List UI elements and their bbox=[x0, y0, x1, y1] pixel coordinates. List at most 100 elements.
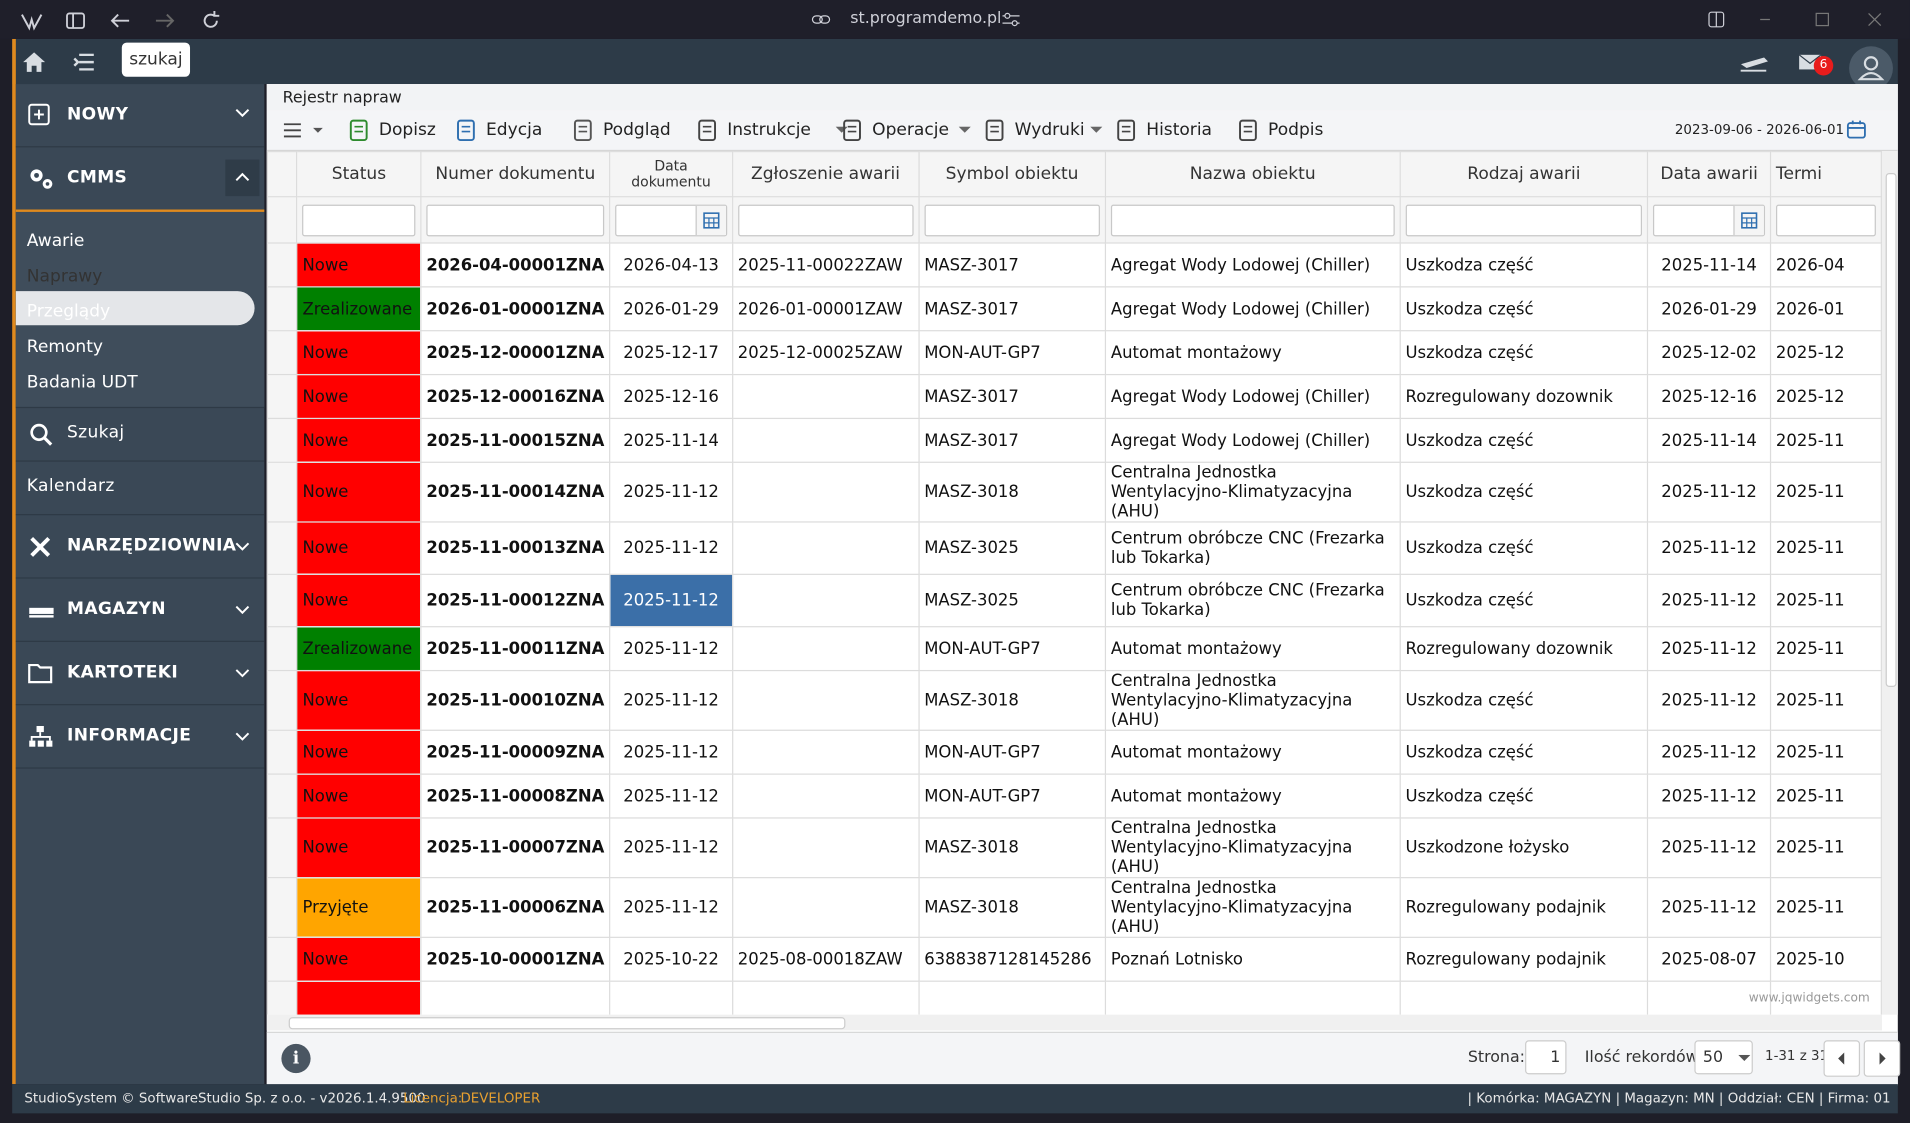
cell[interactable]: 2026-01-00001ZNA bbox=[420, 286, 611, 332]
cell[interactable]: Poznań Lotnisko bbox=[1104, 936, 1401, 982]
cell[interactable]: 2025-11-00012ZNA bbox=[420, 573, 611, 628]
filter-input[interactable] bbox=[615, 204, 727, 236]
cell[interactable]: 2025-11-12 bbox=[1647, 669, 1772, 731]
cell[interactable]: 2025-11-12 bbox=[1647, 573, 1772, 628]
status-cell[interactable]: Nowe bbox=[296, 521, 422, 575]
cell[interactable] bbox=[731, 521, 920, 575]
cell[interactable]: 2025-11 bbox=[1769, 669, 1882, 731]
cell[interactable]: Uszkodza część bbox=[1399, 242, 1649, 288]
cell[interactable]: 2026-04-13 bbox=[609, 242, 733, 288]
data-row[interactable]: Nowe 2025-11-00007ZNA 2025-11-12 MASZ-3018 C… bbox=[266, 817, 1882, 879]
cell[interactable] bbox=[731, 729, 920, 775]
status-cell[interactable]: Nowe bbox=[296, 242, 422, 288]
cell[interactable]: Uszkodzone łożysko bbox=[1399, 817, 1649, 879]
horizontal-scrollbar[interactable] bbox=[266, 1014, 1882, 1031]
status-cell[interactable]: Nowe bbox=[296, 373, 422, 420]
vertical-scrollbar[interactable] bbox=[1881, 151, 1898, 1015]
filter-input[interactable] bbox=[737, 204, 914, 236]
cell[interactable]: 2025-11-12 bbox=[609, 461, 733, 523]
cell[interactable]: 2026-01-00001ZAW bbox=[731, 286, 920, 332]
data-row[interactable]: Nowe 2025-11-00010ZNA 2025-11-12 MASZ-3018 C… bbox=[266, 669, 1882, 731]
calendar-icon[interactable] bbox=[1846, 119, 1866, 139]
cell[interactable]: Agregat Wody Lodowej (Chiller) bbox=[1104, 242, 1401, 288]
next-page[interactable] bbox=[1863, 1040, 1901, 1077]
window-controls[interactable] bbox=[1705, 11, 1888, 28]
cell[interactable]: MASZ-3025 bbox=[918, 573, 1107, 628]
cell[interactable]: 2025-10-00001ZNA bbox=[420, 936, 611, 982]
column-header[interactable]: Symbol obiektu bbox=[918, 151, 1107, 198]
filter-input[interactable] bbox=[924, 204, 1100, 236]
plane-icon[interactable] bbox=[1739, 51, 1768, 73]
status-cell[interactable]: Nowe bbox=[296, 330, 422, 376]
cell[interactable]: MASZ-3018 bbox=[918, 877, 1107, 938]
cell[interactable]: 2025-11-00007ZNA bbox=[420, 817, 611, 879]
info-button[interactable]: i bbox=[281, 1043, 311, 1074]
cell[interactable]: Centrum obróbcze CNC (Frezarka lub Tokar… bbox=[1104, 573, 1401, 628]
cell[interactable]: Centralna Jednostka Wentylacyjno-Klimaty… bbox=[1104, 669, 1401, 731]
column-header[interactable]: Nazwa obiektu bbox=[1104, 151, 1401, 198]
cell[interactable]: Uszkodza część bbox=[1399, 669, 1649, 731]
cell[interactable]: 2025-12-16 bbox=[1647, 373, 1772, 420]
cell[interactable]: 2025-11-12 bbox=[609, 817, 733, 879]
cell[interactable]: 2025-11-14 bbox=[1647, 242, 1772, 288]
cell[interactable]: 2025-11 bbox=[1769, 417, 1882, 463]
search-button[interactable]: szukaj bbox=[121, 42, 191, 77]
cell[interactable]: 2025-11 bbox=[1769, 521, 1882, 575]
cell[interactable]: 2025-12-00025ZAW bbox=[731, 330, 920, 376]
cell[interactable]: 2025-11 bbox=[1769, 729, 1882, 775]
cell[interactable]: 2025-11-00008ZNA bbox=[420, 773, 611, 819]
cell[interactable]: 2025-11 bbox=[1769, 573, 1882, 628]
cell[interactable]: Uszkodza część bbox=[1399, 729, 1649, 775]
cell[interactable]: Uszkodza część bbox=[1399, 286, 1649, 332]
cell[interactable]: 2025-11-12 bbox=[609, 669, 733, 731]
cell[interactable]: 2025-12-17 bbox=[609, 330, 733, 376]
cell[interactable] bbox=[731, 373, 920, 420]
cell[interactable]: 2025-11-00014ZNA bbox=[420, 461, 611, 523]
column-header[interactable]: Zgłoszenie awarii bbox=[731, 151, 920, 198]
cell[interactable]: 2025-11-12 bbox=[1647, 461, 1772, 523]
cell[interactable]: Agregat Wody Lodowej (Chiller) bbox=[1104, 373, 1401, 420]
cell[interactable]: Centralna Jednostka Wentylacyjno-Klimaty… bbox=[1104, 877, 1401, 938]
cell[interactable]: 2025-11-12 bbox=[609, 773, 733, 819]
cell[interactable]: 2025-11-12 bbox=[609, 521, 733, 575]
submenu-item[interactable]: Naprawy bbox=[26, 266, 103, 287]
cell[interactable] bbox=[731, 817, 920, 879]
cell[interactable] bbox=[731, 461, 920, 523]
cell[interactable]: MASZ-3018 bbox=[918, 461, 1107, 523]
status-cell[interactable]: Zrealizowane bbox=[296, 626, 422, 672]
cell[interactable]: 2025-10-22 bbox=[609, 936, 733, 982]
cell[interactable]: Centralna Jednostka Wentylacyjno-Klimaty… bbox=[1104, 461, 1401, 523]
cell[interactable]: Uszkodza część bbox=[1399, 521, 1649, 575]
cell[interactable]: Agregat Wody Lodowej (Chiller) bbox=[1104, 417, 1401, 463]
cell[interactable]: 2026-04-00001ZNA bbox=[420, 242, 611, 288]
cell[interactable]: Uszkodza część bbox=[1399, 461, 1649, 523]
cell[interactable]: 2025-08-07 bbox=[1647, 936, 1772, 982]
cell[interactable]: Automat montażowy bbox=[1104, 330, 1401, 376]
cell[interactable]: 2025-12 bbox=[1769, 330, 1882, 376]
cell[interactable] bbox=[731, 626, 920, 672]
cell[interactable]: 2026-01 bbox=[1769, 286, 1882, 332]
submenu-item[interactable]: Awarie bbox=[26, 231, 85, 251]
home-icon[interactable] bbox=[22, 51, 46, 73]
site-settings-icon[interactable] bbox=[1001, 11, 1020, 28]
column-header[interactable]: Data dokumentu bbox=[609, 151, 733, 198]
status-cell[interactable]: Zrealizowane bbox=[296, 286, 422, 332]
cell[interactable]: 2025-12-00016ZNA bbox=[420, 373, 611, 420]
cell[interactable]: 2025-11-12 bbox=[1647, 817, 1772, 879]
menu-section[interactable]: NARZĘDZIOWNIA bbox=[15, 515, 265, 579]
cell[interactable]: 2025-11-14 bbox=[609, 417, 733, 463]
menu-item[interactable]: Kalendarz bbox=[15, 462, 265, 516]
user-avatar[interactable] bbox=[1849, 46, 1893, 91]
cell[interactable] bbox=[731, 773, 920, 819]
cell[interactable] bbox=[731, 877, 920, 938]
column-header[interactable]: Data awarii bbox=[1647, 151, 1772, 198]
cell[interactable]: 2025-11-00015ZNA bbox=[420, 417, 611, 463]
grid-menu[interactable] bbox=[283, 122, 328, 139]
cell[interactable]: 2026-04 bbox=[1769, 242, 1882, 288]
cell[interactable]: Centrum obróbcze CNC (Frezarka lub Tokar… bbox=[1104, 521, 1401, 575]
column-header[interactable]: Numer dokumentu bbox=[420, 151, 611, 198]
filter-input[interactable] bbox=[1653, 204, 1765, 236]
cell[interactable]: 2025-11 bbox=[1769, 626, 1882, 672]
cell[interactable]: 2025-11 bbox=[1769, 817, 1882, 879]
cell[interactable]: Centralna Jednostka Wentylacyjno-Klimaty… bbox=[1104, 817, 1401, 879]
